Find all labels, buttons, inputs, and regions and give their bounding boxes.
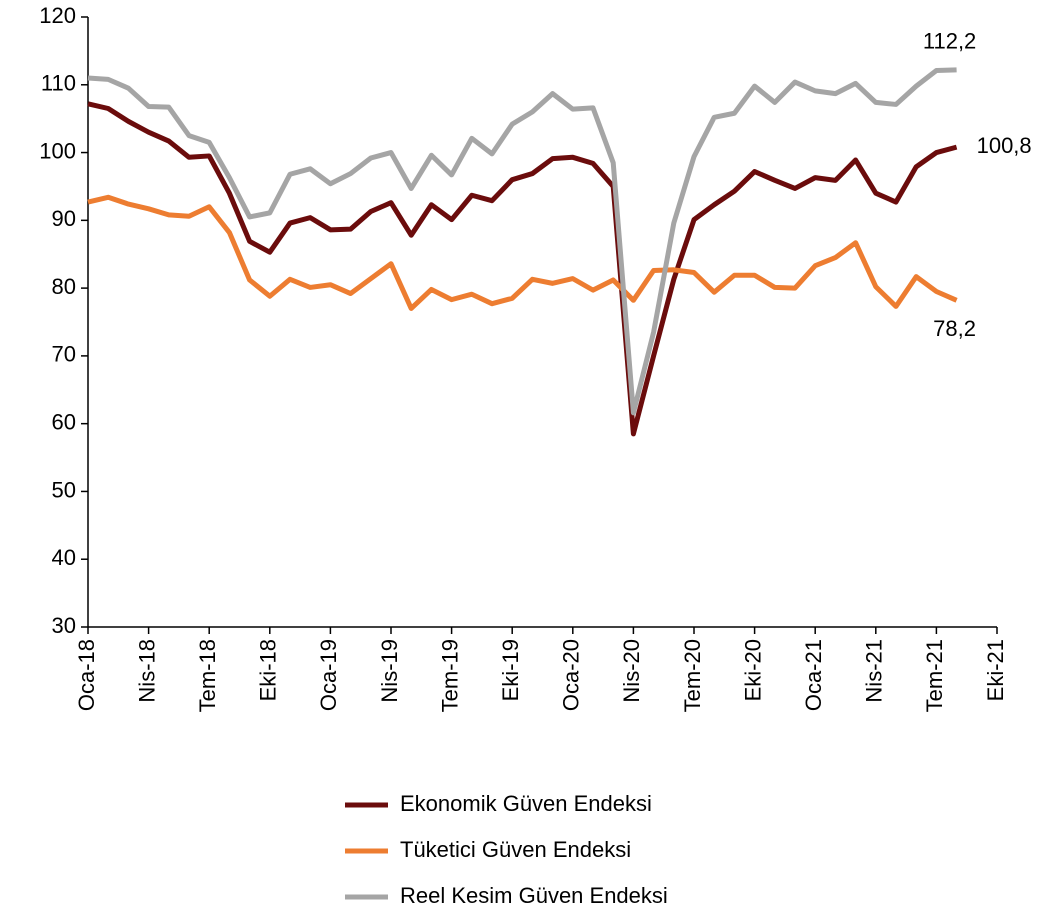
y-tick-label: 100 — [39, 138, 76, 163]
y-tick-label: 120 — [39, 3, 76, 28]
x-tick-label: Eki-18 — [256, 639, 281, 701]
series-line — [87, 101, 958, 437]
x-tick-label: Eki-21 — [983, 639, 1008, 701]
x-tick-label: Eki-20 — [740, 639, 765, 701]
series-line — [87, 67, 957, 416]
legend-label: Ekonomik Güven Endeksi — [400, 791, 652, 816]
x-tick-label: Oca-20 — [559, 639, 584, 711]
data-label: 100,8 — [977, 133, 1032, 158]
x-tick-label: Tem-21 — [922, 639, 947, 712]
series-line — [87, 194, 958, 311]
data-label: 112,2 — [923, 29, 976, 54]
x-tick-label: Nis-21 — [862, 639, 887, 703]
y-tick-label: 50 — [52, 477, 76, 502]
x-tick-label: Tem-19 — [437, 639, 462, 712]
data-label: 78,2 — [933, 316, 976, 341]
y-tick-label: 70 — [52, 342, 76, 367]
x-tick-label: Oca-18 — [74, 639, 99, 711]
x-tick-label: Nis-20 — [619, 639, 644, 703]
x-tick-label: Tem-20 — [680, 639, 705, 712]
y-tick-label: 30 — [52, 613, 76, 638]
legend-label: Tüketici Güven Endeksi — [400, 837, 631, 862]
x-tick-label: Nis-18 — [134, 639, 159, 703]
y-tick-label: 40 — [52, 545, 76, 570]
x-tick-label: Oca-19 — [316, 639, 341, 711]
y-tick-label: 90 — [52, 206, 76, 231]
x-tick-label: Oca-21 — [801, 639, 826, 711]
y-tick-label: 80 — [52, 274, 76, 299]
x-tick-label: Tem-18 — [195, 639, 220, 712]
x-tick-label: Eki-19 — [498, 639, 523, 701]
legend-label: Reel Kesim Güven Endeksi — [400, 883, 668, 908]
y-tick-label: 60 — [52, 409, 76, 434]
y-tick-label: 110 — [41, 71, 76, 96]
x-tick-label: Nis-19 — [377, 639, 402, 703]
